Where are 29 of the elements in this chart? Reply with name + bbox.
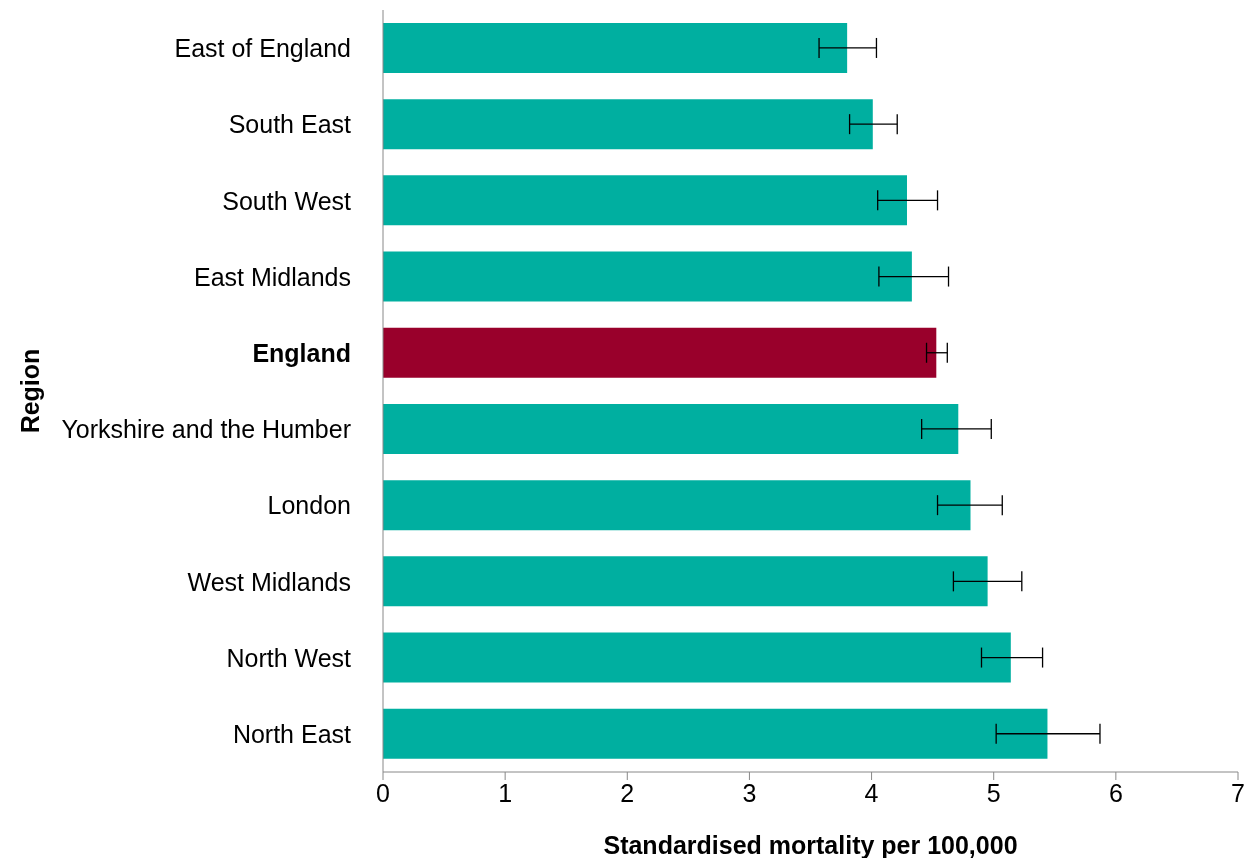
x-tick-label: 5	[986, 778, 1001, 807]
y-axis-title: Region	[15, 348, 44, 434]
bar	[383, 708, 1048, 759]
x-tick-label: 0	[376, 778, 390, 807]
bar	[383, 99, 873, 150]
y-tick-label: West Midlands	[187, 567, 351, 596]
bar	[383, 632, 1011, 683]
x-tick-label: 7	[1231, 778, 1245, 807]
bar	[383, 175, 907, 226]
bar	[383, 22, 848, 73]
bar	[383, 251, 912, 302]
y-tick-label: North West	[226, 643, 352, 672]
bar	[383, 403, 959, 454]
bar	[383, 556, 988, 607]
y-tick-label: England	[252, 338, 351, 367]
x-tick-label: 1	[498, 778, 513, 807]
bar	[383, 480, 971, 531]
y-tick-label: East of England	[174, 34, 351, 63]
x-tick-label: 6	[1108, 778, 1123, 807]
y-tick-label: London	[267, 491, 351, 520]
y-tick-label: East Midlands	[193, 262, 351, 291]
y-tick-label: Yorkshire and the Humber	[61, 415, 351, 444]
x-tick-label: 3	[742, 778, 757, 807]
bar	[383, 327, 937, 378]
x-tick-label: 4	[864, 778, 879, 807]
y-tick-label: South West	[222, 186, 352, 215]
y-tick-label: North East	[232, 719, 352, 748]
y-tick-label: South East	[228, 110, 352, 139]
x-tick-label: 2	[620, 778, 635, 807]
